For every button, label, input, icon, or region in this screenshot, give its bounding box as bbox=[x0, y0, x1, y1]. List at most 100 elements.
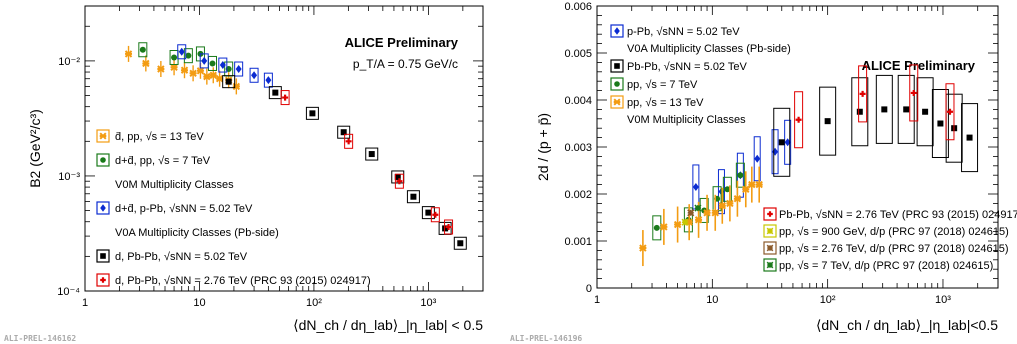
data-point bbox=[209, 71, 217, 79]
data-point bbox=[859, 90, 866, 97]
data-point bbox=[772, 147, 779, 156]
x-tick-label: 10³ bbox=[420, 297, 436, 309]
data-point bbox=[425, 209, 432, 216]
data-point bbox=[251, 71, 258, 80]
legend-label: Pb-Pb, √sNN = 2.76 TeV (PRC 93 (2015) 02… bbox=[779, 209, 1017, 221]
legend-label: V0M Multiplicity Classes bbox=[627, 114, 746, 126]
systematic-box bbox=[218, 57, 228, 73]
systematic-box bbox=[773, 107, 791, 177]
data-point bbox=[157, 65, 165, 73]
data-point bbox=[457, 240, 464, 247]
watermark-left: ALI-PREL-146162 bbox=[4, 334, 76, 343]
legend-marker bbox=[766, 227, 774, 235]
y-axis-title: 2d / (p + p̄) bbox=[535, 113, 551, 181]
legend-marker-box bbox=[610, 59, 624, 73]
data-point bbox=[726, 199, 734, 208]
systematic-box bbox=[394, 173, 404, 189]
data-point bbox=[189, 69, 197, 78]
data-point bbox=[215, 75, 224, 83]
data-point bbox=[711, 209, 719, 217]
systematic-box bbox=[444, 219, 454, 235]
data-point bbox=[180, 66, 189, 74]
data-point bbox=[124, 50, 133, 58]
data-point bbox=[170, 63, 178, 71]
data-point bbox=[309, 110, 316, 117]
systematic-box bbox=[735, 162, 745, 188]
legend-marker-box bbox=[763, 207, 777, 221]
legend-marker-box bbox=[610, 77, 624, 91]
legend-label: V0M Multiplicity Classes bbox=[115, 179, 234, 191]
systematic-box bbox=[199, 53, 209, 69]
legend-marker bbox=[99, 132, 107, 140]
systematic-box bbox=[222, 75, 236, 89]
x-tick-label: 10 bbox=[706, 294, 718, 306]
systematic-box bbox=[819, 86, 837, 156]
data-point bbox=[639, 244, 647, 252]
systematic-box bbox=[931, 89, 949, 158]
legend-marker bbox=[100, 253, 106, 259]
legend-label: pp, √s = 7 TeV, d/p (PRC 97 (2018) 02461… bbox=[779, 260, 993, 272]
data-point bbox=[748, 180, 756, 189]
systematic-box bbox=[430, 207, 440, 223]
legend-marker bbox=[613, 98, 621, 106]
systematic-box bbox=[183, 48, 193, 64]
data-point bbox=[142, 59, 150, 68]
legend-marker bbox=[767, 211, 773, 217]
data-point bbox=[410, 193, 417, 200]
systematic-box bbox=[794, 91, 804, 149]
data-point bbox=[196, 67, 205, 75]
x-axis-title: ⟨dN_ch / dη_lab⟩_|η_lab|<0.5 bbox=[816, 317, 998, 333]
legend-marker-box bbox=[96, 129, 110, 143]
data-point bbox=[673, 220, 682, 229]
systematic-box bbox=[453, 236, 467, 250]
legend-marker bbox=[766, 261, 774, 269]
systematic-box bbox=[858, 65, 868, 123]
legend-label: d̄, pp, √s = 13 TeV bbox=[115, 131, 204, 143]
systematic-box bbox=[851, 77, 869, 147]
data-point bbox=[795, 116, 802, 123]
systematic-box bbox=[177, 44, 187, 60]
data-point bbox=[201, 56, 208, 65]
systematic-box bbox=[263, 72, 273, 88]
data-point bbox=[922, 108, 929, 115]
legend-label: pp, √s = 13 TeV bbox=[627, 97, 704, 109]
data-point bbox=[687, 209, 695, 217]
data-point bbox=[692, 182, 699, 191]
data-point bbox=[881, 106, 888, 113]
y-tick-label: 0.004 bbox=[564, 95, 592, 107]
systematic-box bbox=[916, 77, 934, 147]
legend-marker bbox=[766, 244, 774, 252]
data-point bbox=[742, 185, 750, 194]
data-point bbox=[718, 202, 726, 210]
data-point bbox=[394, 173, 401, 180]
x-tick-label: 1 bbox=[594, 294, 600, 306]
data-point bbox=[445, 223, 452, 230]
legend-label: pp, √s = 2.76 TeV, d/p (PRC 97 (2018) 02… bbox=[779, 243, 1009, 255]
legend-marker-box bbox=[96, 201, 110, 215]
data-point bbox=[219, 61, 226, 70]
data-point bbox=[660, 223, 668, 231]
systematic-box bbox=[909, 64, 919, 122]
systematic-box bbox=[337, 125, 351, 139]
data-point bbox=[345, 138, 352, 145]
data-point bbox=[272, 89, 279, 96]
legend-marker-box bbox=[96, 249, 110, 263]
data-point bbox=[733, 194, 742, 203]
y-tick-label: 10⁻⁴ bbox=[57, 286, 80, 298]
legend-label: d, Pb-Pb, √sNN = 2.76 TeV (PRC 93 (2015)… bbox=[115, 275, 371, 287]
x-tick-label: 10³ bbox=[935, 294, 951, 306]
data-point bbox=[755, 180, 763, 189]
legend-label: d+d̄, pp, √s = 7 TeV bbox=[115, 155, 211, 167]
legend-label: p-Pb, √sNN = 5.02 TeV bbox=[627, 26, 740, 38]
data-point bbox=[910, 89, 917, 96]
legend-label: d+d̄, p-Pb, √sNN = 5.02 TeV bbox=[115, 203, 253, 215]
data-point bbox=[737, 172, 744, 179]
legend-label: Pb-Pb, √sNN = 5.02 TeV bbox=[627, 61, 748, 73]
legend-marker-box bbox=[763, 241, 777, 255]
data-point bbox=[754, 154, 761, 163]
legend-marker-box bbox=[96, 273, 110, 287]
x-axis-title: ⟨dN_ch / dη_lab⟩_|η_lab| < 0.5 bbox=[293, 317, 483, 333]
systematic-box bbox=[961, 103, 979, 173]
y-tick-label: 0.005 bbox=[564, 48, 592, 60]
